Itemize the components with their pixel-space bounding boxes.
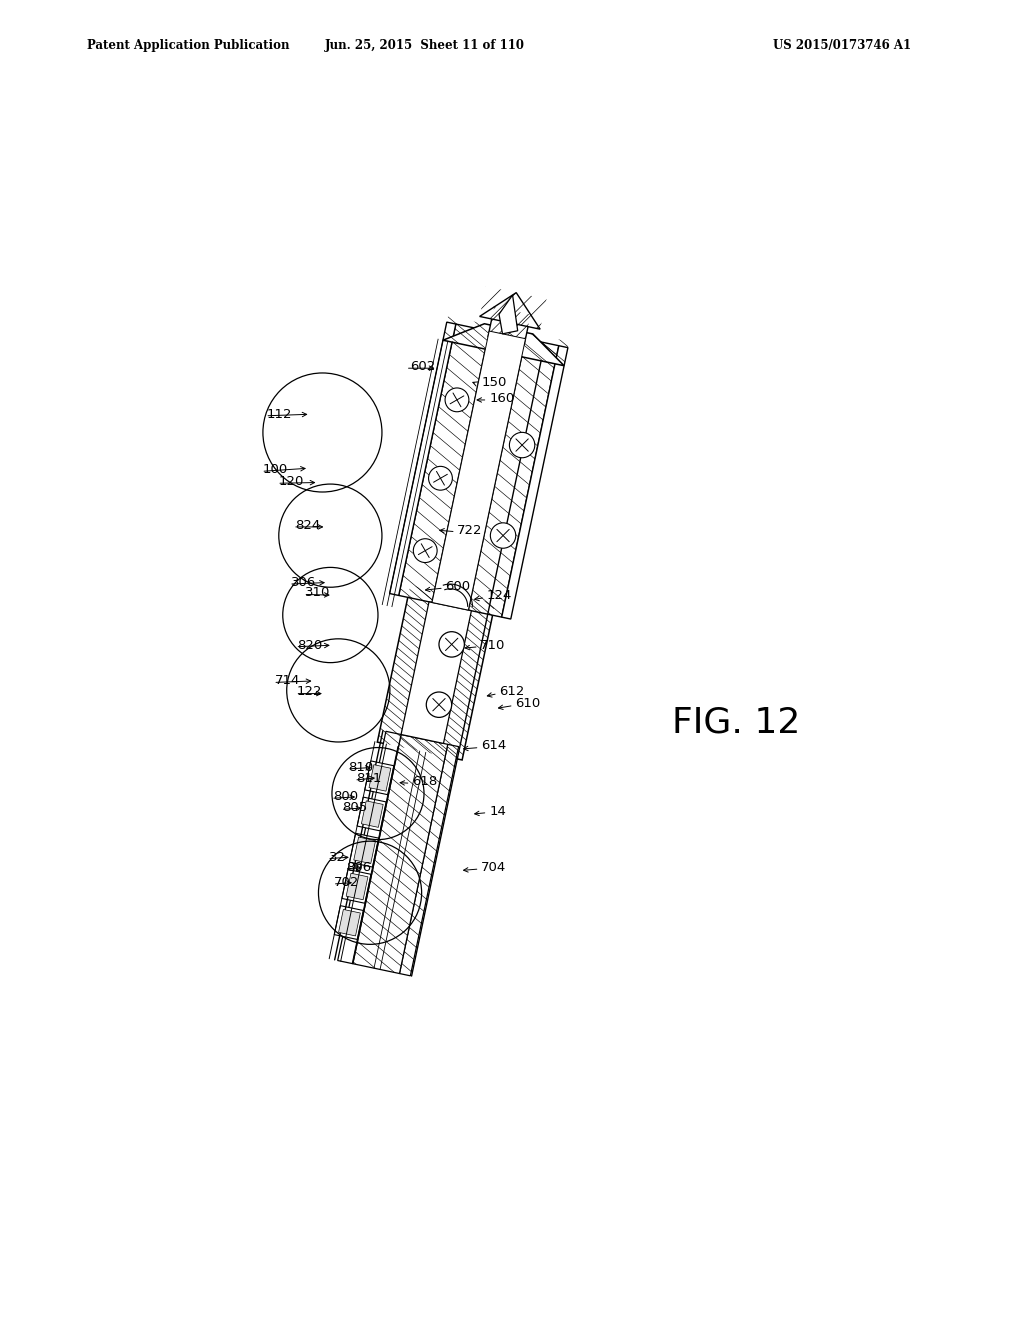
Polygon shape <box>398 323 489 602</box>
Text: 820: 820 <box>297 639 323 652</box>
Text: 122: 122 <box>297 685 323 698</box>
Polygon shape <box>361 801 383 828</box>
Polygon shape <box>432 331 525 610</box>
Text: 100: 100 <box>263 463 288 477</box>
Circle shape <box>509 433 535 458</box>
Text: 710: 710 <box>480 639 506 652</box>
Circle shape <box>490 523 516 548</box>
Polygon shape <box>346 874 368 900</box>
Text: 112: 112 <box>267 408 293 421</box>
Text: 714: 714 <box>274 675 300 688</box>
Text: 702: 702 <box>334 876 359 888</box>
Circle shape <box>445 388 469 412</box>
Polygon shape <box>487 308 530 345</box>
Text: 800: 800 <box>333 791 357 804</box>
Text: 150: 150 <box>481 376 507 389</box>
Polygon shape <box>479 293 541 329</box>
Text: 32: 32 <box>329 850 346 863</box>
Polygon shape <box>353 734 447 974</box>
Text: 824: 824 <box>295 519 319 532</box>
Polygon shape <box>369 764 391 791</box>
Polygon shape <box>339 909 360 936</box>
Polygon shape <box>334 906 364 940</box>
Text: FIG. 12: FIG. 12 <box>672 705 800 739</box>
Circle shape <box>429 466 453 490</box>
Polygon shape <box>443 323 564 366</box>
Polygon shape <box>342 870 371 903</box>
Text: 602: 602 <box>410 360 435 374</box>
Polygon shape <box>499 296 518 334</box>
Text: Jun. 25, 2015  Sheet 11 of 110: Jun. 25, 2015 Sheet 11 of 110 <box>325 38 525 51</box>
Text: 124: 124 <box>486 590 512 602</box>
Text: US 2015/0173746 A1: US 2015/0173746 A1 <box>773 38 911 51</box>
Polygon shape <box>389 322 456 595</box>
Text: 618: 618 <box>412 775 437 788</box>
Text: 810: 810 <box>348 760 374 774</box>
Polygon shape <box>399 744 459 975</box>
Polygon shape <box>353 837 376 863</box>
Polygon shape <box>401 602 471 743</box>
Text: 600: 600 <box>445 579 471 593</box>
Text: 806: 806 <box>346 861 372 874</box>
Text: 306: 306 <box>291 576 316 589</box>
Text: 612: 612 <box>500 685 524 698</box>
Polygon shape <box>377 585 496 760</box>
Text: 811: 811 <box>355 772 381 785</box>
Polygon shape <box>349 833 379 867</box>
Text: 614: 614 <box>481 739 507 752</box>
Polygon shape <box>357 797 386 830</box>
Text: 120: 120 <box>279 475 304 488</box>
Polygon shape <box>468 339 559 618</box>
Polygon shape <box>502 346 568 619</box>
Text: 310: 310 <box>305 586 331 599</box>
Text: 160: 160 <box>489 392 514 405</box>
Text: 805: 805 <box>342 801 368 814</box>
Polygon shape <box>338 731 401 964</box>
Polygon shape <box>365 760 394 795</box>
Text: Patent Application Publication: Patent Application Publication <box>87 38 290 51</box>
Text: 14: 14 <box>489 804 506 817</box>
Text: 610: 610 <box>515 697 541 710</box>
Circle shape <box>439 632 464 657</box>
Circle shape <box>414 539 437 562</box>
Text: 704: 704 <box>481 861 507 874</box>
Circle shape <box>426 692 452 717</box>
Text: 722: 722 <box>458 524 483 537</box>
